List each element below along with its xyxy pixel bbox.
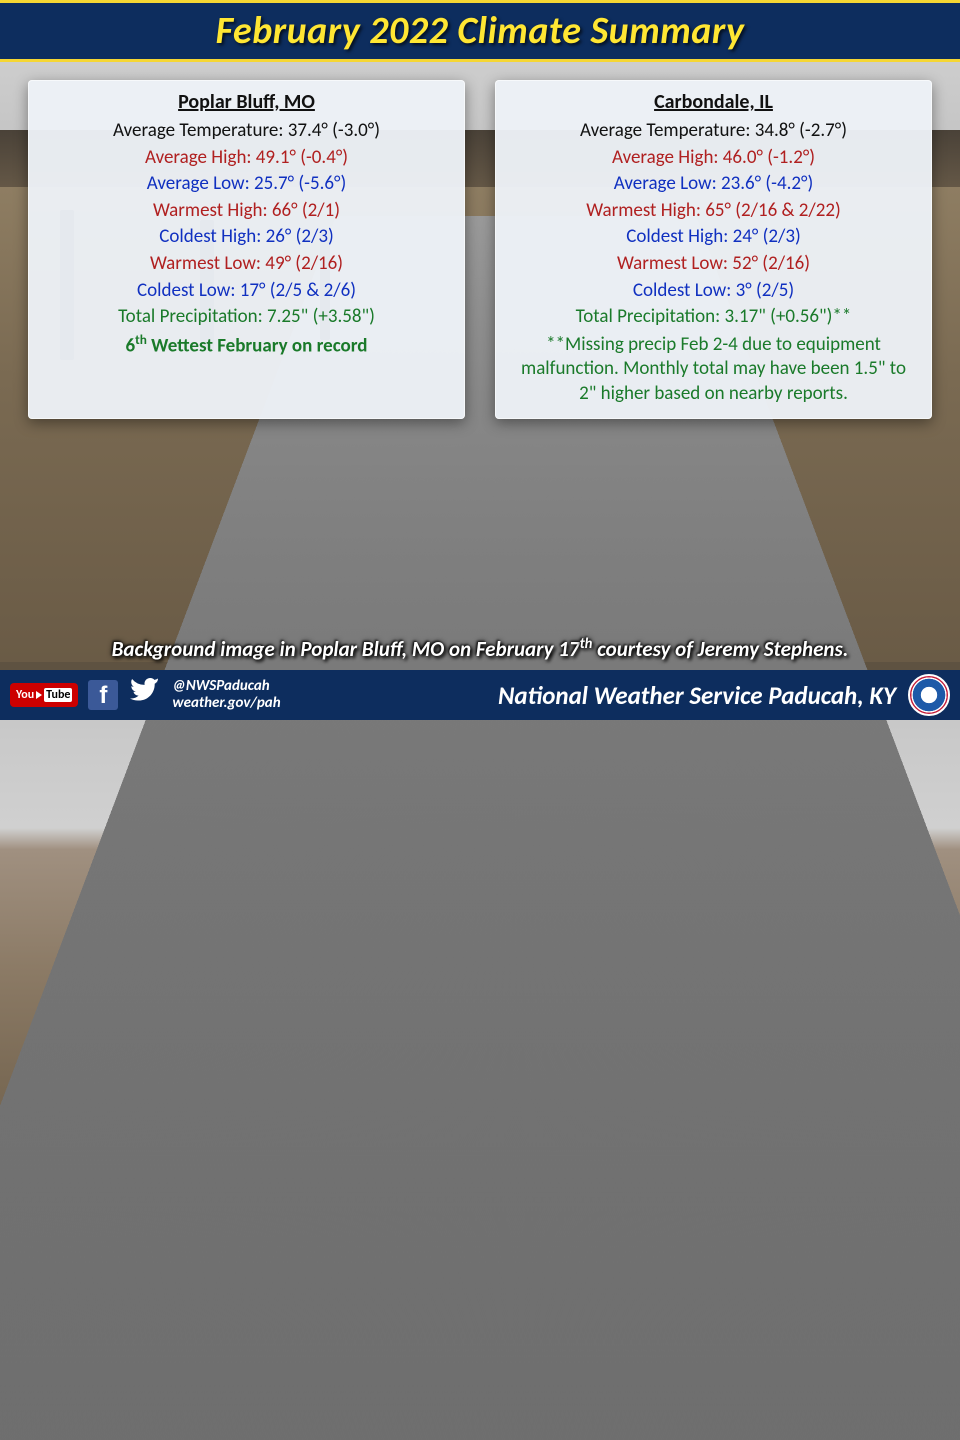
facebook-icon[interactable]: f [88, 680, 118, 710]
stat-row: Average Low: 25.7° (-5.6°) [46, 171, 447, 198]
stat-row: Coldest Low: 3° (2/5) [513, 278, 914, 305]
stat-row: Warmest Low: 49° (2/16) [46, 251, 447, 278]
stat-row: Coldest High: 24° (2/3) [513, 224, 914, 251]
website-url: weather.gov/pah [172, 695, 280, 712]
agency-name: National Weather Service Paducah, KY [498, 680, 896, 711]
panel-title: Poplar Bluff, MO [46, 88, 447, 116]
stat-row: Warmest Low: 52° (2/16) [513, 251, 914, 278]
stat-row: Warmest High: 66° (2/1) [46, 198, 447, 225]
stat-row: Average Low: 23.6° (-4.2°) [513, 171, 914, 198]
stat-row: Coldest High: 26° (2/3) [46, 224, 447, 251]
climate-panel-0: Poplar Bluff, MOAverage Temperature: 37.… [28, 80, 465, 419]
youtube-label-2: Tube [44, 688, 72, 702]
play-icon [36, 691, 42, 699]
page-title: February 2022 Climate Summary [216, 8, 745, 54]
twitter-handle: @NWSPaducah [172, 678, 280, 695]
highlight-row: 6th Wettest February on record [46, 331, 447, 360]
panels-container: Poplar Bluff, MOAverage Temperature: 37.… [0, 62, 960, 419]
stat-row: Total Precipitation: 7.25" (+3.58") [46, 304, 447, 331]
social-handles: @NWSPaducah weather.gov/pah [172, 678, 280, 713]
stat-row: Average Temperature: 37.4° (-3.0°) [46, 118, 447, 145]
stat-row: Average Temperature: 34.8° (-2.7°) [513, 118, 914, 145]
twitter-icon[interactable] [128, 678, 162, 713]
title-bar: February 2022 Climate Summary [0, 0, 960, 62]
stat-row: Average High: 49.1° (-0.4°) [46, 145, 447, 172]
stat-row: Coldest Low: 17° (2/5 & 2/6) [46, 278, 447, 305]
stat-row: Warmest High: 65° (2/16 & 2/22) [513, 198, 914, 225]
stat-row: Average High: 46.0° (-1.2°) [513, 145, 914, 172]
nws-seal-icon [908, 674, 950, 716]
climate-panel-1: Carbondale, ILAverage Temperature: 34.8°… [495, 80, 932, 419]
stat-row: Total Precipitation: 3.17" (+0.56")** [513, 304, 914, 331]
panel-note: **Missing precip Feb 2-4 due to equipmen… [513, 333, 914, 407]
youtube-label: You [16, 688, 34, 702]
panel-title: Carbondale, IL [513, 88, 914, 116]
footer-bar: You Tube f @NWSPaducah weather.gov/pah N… [0, 670, 960, 720]
youtube-icon[interactable]: You Tube [10, 683, 78, 707]
background-caption: Background image in Poplar Bluff, MO on … [0, 634, 960, 662]
